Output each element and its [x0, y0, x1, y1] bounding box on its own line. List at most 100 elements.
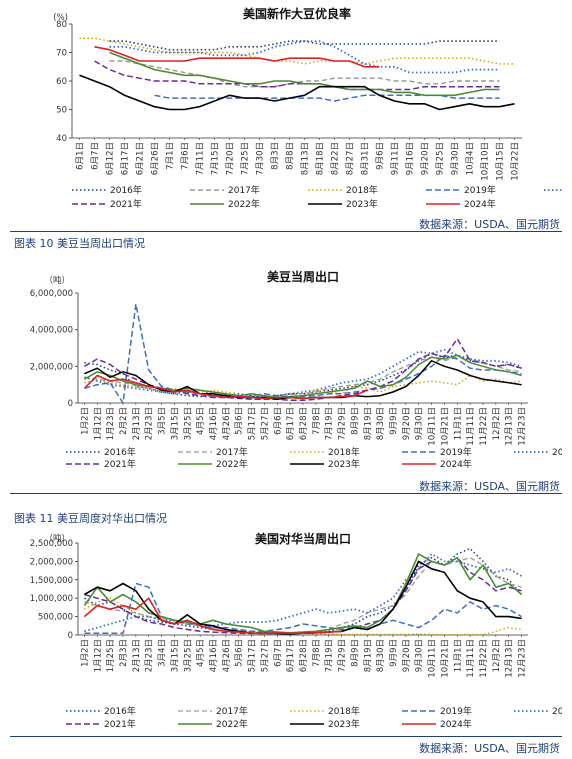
x-tick-label: 7月25日 — [241, 142, 251, 175]
series-line-2019年 — [84, 582, 522, 634]
x-tick-label: 8月3日 — [271, 142, 281, 170]
x-tick-label: 6月6日 — [273, 407, 283, 435]
x-tick-label: 7月20日 — [226, 142, 236, 175]
series-line-2022年 — [109, 51, 500, 97]
divider-3 — [10, 736, 562, 737]
legend-label: 2020年 — [552, 705, 562, 717]
x-tick-label: 8月30日 — [376, 639, 386, 672]
x-tick-label: 3月5日 — [158, 407, 168, 435]
y-tick-label: 80 — [56, 20, 67, 30]
y-tick-label: 500,000 — [38, 613, 73, 623]
y-tick-label: 1,000,000 — [30, 594, 73, 604]
chart-title: 美国新作大豆优良率 — [243, 6, 351, 21]
series-line-2023年 — [79, 74, 515, 111]
x-tick-label: 11月11日 — [466, 407, 476, 446]
x-tick-label: 6月28日 — [299, 639, 309, 672]
y-tick-label: 2,500,000 — [30, 539, 73, 549]
legend-label: 2023年 — [328, 718, 360, 730]
x-tick-label: 4月5日 — [196, 639, 206, 667]
x-tick-label: 10月21日 — [440, 639, 450, 678]
legend-label: 2022年 — [216, 718, 248, 730]
x-tick-label: 7月19日 — [325, 639, 335, 672]
y-tick-label: 6,000,000 — [30, 289, 73, 299]
x-tick-label: 12月13日 — [505, 639, 515, 678]
x-tick-label: 9月25日 — [436, 142, 446, 175]
chart-caption-3: 图表 11 美豆周度对华出口情况 — [14, 512, 167, 525]
legend-label: 2019年 — [440, 705, 472, 717]
chart-title: 美豆当周出口 — [267, 269, 339, 284]
x-tick-label: 1月2日 — [80, 639, 90, 667]
legend-label: 2016年 — [110, 184, 142, 196]
x-tick-label: 10月15日 — [496, 142, 506, 181]
x-tick-label: 6月17日 — [121, 142, 131, 175]
series-line-2023年 — [84, 560, 522, 635]
legend-label: 2022年 — [228, 198, 260, 210]
chart-2-svg: 美豆当周出口 （吨） 0 2,000,000 4,000,000 6,000,000 1月2… — [30, 269, 562, 470]
x-tick-label: 12月2日 — [492, 407, 502, 440]
x-tick-label: 1月25日 — [106, 639, 116, 672]
y-unit-label: （吨） — [44, 275, 70, 286]
series-line-2024年 — [94, 46, 380, 68]
x-tick-label: 5月17日 — [248, 407, 258, 440]
y-tick-label: 4,000,000 — [30, 326, 73, 336]
x-tick-label: 8月9日 — [350, 639, 360, 667]
x-tick-label: 9月9日 — [389, 639, 399, 667]
y-tick-label: 2,000,000 — [30, 557, 73, 567]
legend-label: 2016年 — [104, 446, 136, 458]
y-tick-label: 0 — [68, 399, 73, 409]
legend-label: 2021年 — [110, 198, 142, 210]
x-tick-label: 7月19日 — [325, 407, 335, 440]
x-tick-label: 2月3日 — [119, 639, 129, 667]
x-tick-label: 8月30日 — [376, 407, 386, 440]
x-tick-label: 6月17日 — [286, 639, 296, 672]
x-tick-label: 9月6日 — [376, 142, 386, 170]
x-tick-label: 11月11日 — [466, 639, 476, 678]
x-tick-label: 8月27日 — [346, 142, 356, 175]
series-line-2021年 — [94, 60, 500, 91]
x-tick-label: 1月23日 — [106, 407, 116, 440]
x-tick-label: 2月2日 — [119, 407, 129, 435]
series-line-2020年 — [84, 553, 523, 633]
source-note-2: 数据来源：USDA、国元期货 — [419, 480, 560, 493]
x-tick-label: 1月12日 — [93, 639, 103, 672]
x-tick-label: 9月30日 — [415, 407, 425, 440]
y-tick-label: 50 — [56, 106, 67, 116]
x-tick-label: 11月1日 — [453, 407, 463, 440]
legend-label: 2017年 — [228, 184, 260, 196]
x-tick-label: 5月6日 — [235, 639, 245, 667]
x-tick-label: 7月29日 — [338, 407, 348, 440]
legend-label: 2018年 — [328, 446, 360, 458]
x-tick-label: 8月22日 — [331, 142, 341, 175]
x-tick-label: 8月13日 — [301, 142, 311, 175]
divider-2 — [10, 493, 562, 494]
x-tick-label: 12月2日 — [492, 639, 502, 672]
legend-label: 2024年 — [440, 718, 472, 730]
x-tick-label: 7月8日 — [312, 639, 322, 667]
chart-panel-3: 美国对华当周出口 （吨） 0 500,000 1,000,000 1,500,000 2,0… — [10, 527, 562, 735]
x-tick-label: 2月23日 — [145, 639, 155, 672]
legend-label: 2020年 — [552, 446, 562, 458]
series-line-2017年 — [84, 356, 522, 399]
x-tick-label: 6月12日 — [106, 142, 116, 175]
series-line-2016年 — [84, 352, 522, 399]
x-tick-label: 3月4日 — [158, 639, 168, 667]
x-tick-label: 9月20日 — [402, 407, 412, 440]
x-tick-label: 2月13日 — [132, 639, 142, 672]
legend-label: 2019年 — [464, 184, 496, 196]
legend-label: 2018年 — [328, 705, 360, 717]
x-tick-label: 3月25日 — [183, 407, 193, 440]
x-tick-label: 1月2日 — [80, 407, 90, 435]
x-tick-label: 8月31日 — [361, 142, 371, 175]
x-tick-label: 9月20日 — [402, 639, 412, 672]
x-tick-label: 8月18日 — [316, 142, 326, 175]
x-tick-label: 9月9日 — [389, 407, 399, 435]
legend-label: 2016年 — [104, 705, 136, 717]
x-tick-label: 10月4日 — [466, 142, 476, 175]
x-tick-label: 7月11日 — [196, 142, 206, 175]
chart-panel-2: 美豆当周出口 （吨） 0 2,000,000 4,000,000 6,000,000 1月2… — [10, 257, 562, 473]
x-tick-label: 7月15日 — [211, 142, 221, 175]
x-tick-label: 7月8日 — [312, 407, 322, 435]
x-tick-label: 10月21日 — [440, 407, 450, 446]
y-tick-label: 40 — [56, 134, 67, 144]
y-unit-label: （吨） — [44, 533, 70, 544]
